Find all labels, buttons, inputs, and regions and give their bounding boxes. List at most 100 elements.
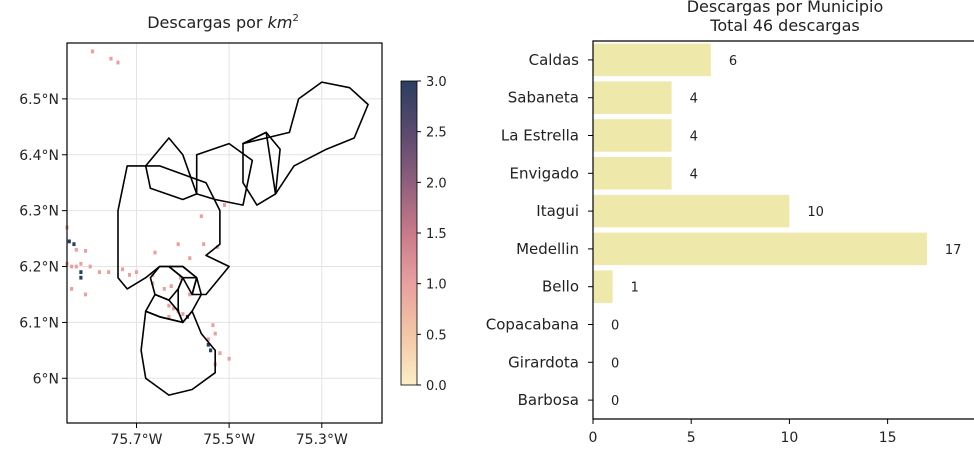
municipality-outline	[195, 142, 254, 206]
heat-cell	[227, 356, 231, 361]
map-title-math: km	[268, 13, 293, 32]
heat-cell	[116, 60, 120, 65]
bar-category-label: Girardota	[508, 353, 579, 371]
bar-title-line1: Descargas por Municipio	[687, 0, 884, 16]
map-y-tick-label: 6.4°N	[19, 148, 59, 164]
bar-category-label: Caldas	[529, 51, 580, 69]
heat-cell	[206, 342, 210, 347]
heat-cell	[213, 331, 217, 336]
heat-cell	[79, 275, 83, 280]
map-gridlines	[67, 43, 382, 423]
heat-cell	[178, 275, 183, 280]
colorbar-tick-label: 2.0	[426, 176, 447, 191]
heat-cell	[206, 337, 210, 342]
map-y-ticks: 6.5°N 6.4°N 6.3°N 6.2°N 6.1°N 6°N	[19, 92, 67, 387]
heat-cell	[79, 261, 83, 266]
map-y-tick-label: 6°N	[33, 371, 59, 387]
bar-category-label: Barbosa	[518, 391, 579, 409]
colorbar-tick-label: 1.0	[426, 278, 447, 293]
colorbar-tick-label: 0.0	[426, 379, 447, 394]
heat-cell	[127, 273, 132, 277]
map-x-tick-label: 75.7°W	[110, 432, 162, 448]
bar-x-ticks: 0 5 10 15	[589, 419, 897, 446]
bar-value-label: 6	[729, 54, 737, 69]
map-frame	[66, 42, 383, 424]
heat-cell	[83, 248, 88, 253]
heat-cell	[199, 214, 203, 219]
map-title-text: Descargas por	[147, 13, 267, 32]
map-panel: Descargas por km2 75.7°W 75.5°W 75.3°W 6.5…	[19, 13, 383, 448]
heat-cell	[188, 292, 192, 297]
bar-category-label: Itagui	[536, 202, 579, 220]
heat-cell	[162, 286, 166, 291]
bar-value-label: 10	[807, 205, 824, 220]
heat-cell	[169, 284, 173, 288]
map-y-tick-label: 6.1°N	[19, 315, 59, 331]
municipality-outline	[144, 137, 198, 201]
bar-category-label: La Estrella	[501, 127, 579, 145]
bar	[593, 81, 672, 114]
bar-category-label: Sabaneta	[508, 89, 579, 107]
heat-cell	[72, 242, 76, 247]
bar-x-tick-label: 10	[780, 430, 798, 446]
heat-cell	[70, 286, 74, 291]
bar-y-ticks: Caldas Sabaneta La Estrella Envigado Itagui M…	[486, 51, 593, 409]
map-x-tick-label: 75.5°W	[203, 432, 255, 448]
heat-cell	[202, 242, 206, 247]
bar-category-label: Envigado	[510, 164, 579, 182]
bar-panel: Descargas por Municipio Total 46 descarg…	[486, 0, 974, 446]
heat-cell	[107, 270, 111, 275]
heat-cell	[222, 203, 227, 207]
heat-cell	[167, 303, 171, 308]
bar-value-label: 0	[611, 394, 619, 409]
heat-cell	[74, 247, 78, 252]
bar	[593, 43, 711, 77]
bar-category-label: Bello	[542, 278, 579, 296]
map-heat-cells	[65, 49, 231, 367]
colorbar-tick-label: 2.5	[426, 126, 447, 141]
heat-cell	[74, 264, 78, 269]
bar	[593, 270, 613, 303]
bar-category-label: Medellin	[516, 240, 579, 258]
heat-cell	[211, 323, 215, 328]
heat-cell	[153, 250, 157, 255]
colorbar-tick-label: 1.5	[426, 227, 447, 242]
bar	[593, 232, 927, 266]
heat-cell	[218, 351, 222, 356]
map-title-sup: 2	[292, 13, 298, 24]
bar-value-label: 1	[631, 281, 639, 296]
bar-x-tick-label: 15	[879, 430, 897, 446]
municipality-outline	[242, 131, 281, 206]
heat-cell	[171, 306, 176, 311]
heat-cell	[176, 242, 180, 247]
municipality-outline	[242, 81, 369, 195]
colorbar: 3.0 2.5 2.0 1.5 1.0 0.5 0.0	[400, 75, 447, 394]
colorbar-tick-label: 0.5	[426, 328, 447, 343]
heat-cell	[67, 239, 71, 244]
bar-value-label: 0	[611, 356, 619, 371]
map-x-tick-label: 75.3°W	[296, 432, 348, 448]
heat-cell	[97, 270, 102, 275]
bar-value-label: 4	[690, 167, 698, 182]
heat-cell	[83, 292, 88, 297]
bar-value-label: 17	[945, 243, 962, 258]
bar	[593, 119, 672, 152]
municipality-outline	[117, 165, 230, 296]
colorbar-ticks: 3.0 2.5 2.0 1.5 1.0 0.5 0.0	[417, 75, 447, 394]
heat-cell	[209, 348, 213, 353]
municipality-outline	[140, 310, 216, 396]
bar-frame	[592, 40, 974, 420]
heat-cell	[79, 270, 83, 275]
bar-category-label: Copacabana	[486, 316, 579, 334]
heat-cell	[134, 270, 139, 275]
heat-cell	[167, 314, 171, 319]
bar-title-line2: Total 46 descargas	[709, 16, 859, 35]
colorbar-tick-label: 3.0	[426, 75, 447, 90]
map-y-tick-label: 6.5°N	[19, 92, 59, 108]
map-title: Descargas por km2	[147, 13, 299, 32]
bar-value-label: 4	[690, 92, 698, 107]
heat-cell	[88, 264, 92, 269]
bar-value-label: 0	[611, 319, 619, 334]
heat-cell	[188, 256, 192, 261]
